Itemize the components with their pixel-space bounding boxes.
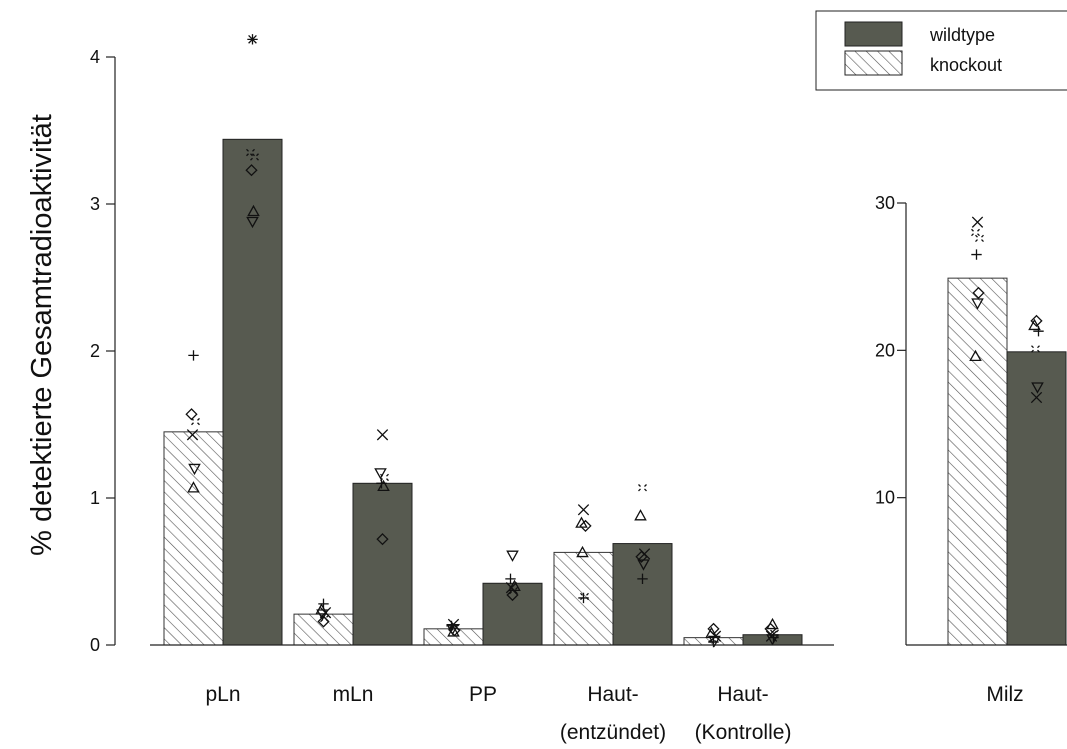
point-triangle-up <box>247 204 260 217</box>
point-triangle-down <box>506 550 519 562</box>
point-triangle-up <box>447 625 460 637</box>
point-square-cross <box>320 614 329 623</box>
point-plus <box>1033 325 1044 337</box>
y-tick-label-right: 10 <box>875 488 895 508</box>
y-tick-label: 1 <box>90 488 100 508</box>
point-star <box>247 34 258 45</box>
category-label: (entzündet) <box>560 721 666 744</box>
legend: wildtype knockout <box>815 10 1067 91</box>
point-triangle-down <box>708 635 721 648</box>
point-x <box>186 429 199 441</box>
point-square-cross <box>580 592 589 601</box>
legend-label-wildtype: wildtype <box>929 25 995 45</box>
bar-knockout <box>163 431 224 646</box>
point-triangle-down <box>637 559 650 571</box>
bar-wildtype <box>222 138 283 646</box>
y-tick-label: 0 <box>90 635 100 655</box>
y-tick-label: 2 <box>90 341 100 361</box>
point-plus <box>971 249 982 260</box>
bar-wildtype <box>612 543 673 646</box>
point-diamond <box>972 286 985 299</box>
point-triangle-up <box>576 545 589 558</box>
point-square-cross <box>1031 345 1040 353</box>
point-x <box>505 582 518 594</box>
category-label: Haut- <box>717 683 768 706</box>
point-triangle-up <box>705 626 718 639</box>
point-square-cross <box>191 417 200 426</box>
bar-wildtype <box>1006 351 1067 646</box>
labels-layer: pLn mLn PP Haut- (entzündet) Haut- (Kontrolle)… <box>26 114 1024 744</box>
point-triangle-down <box>316 609 329 621</box>
category-label: pLn <box>205 683 240 706</box>
y-tick-label: 4 <box>90 47 100 67</box>
point-plus <box>188 350 199 361</box>
category-label: (Kontrolle) <box>695 721 792 744</box>
point-triangle-up <box>187 481 200 493</box>
point-triangle-down <box>188 463 201 476</box>
category-label: Milz <box>986 683 1023 706</box>
point-square-cross <box>975 234 984 243</box>
bar-knockout <box>947 277 1008 646</box>
point-diamond <box>1030 314 1043 327</box>
point-triangle-down <box>766 634 779 646</box>
legend-swatch-knockout <box>844 50 903 76</box>
point-diamond <box>245 164 258 177</box>
bars-layer <box>163 138 1067 646</box>
bar-wildtype <box>482 582 543 646</box>
y-axis-title: % detektierte Gesamtradioaktivität <box>26 114 58 556</box>
point-plus <box>578 592 589 604</box>
category-label: Haut- <box>587 683 638 706</box>
point-square-cross <box>509 586 518 595</box>
point-triangle-up <box>315 603 328 615</box>
point-diamond <box>376 533 389 546</box>
axes-layer: 0 1 2 3 4 10 20 30 <box>90 47 1067 655</box>
point-diamond <box>579 519 592 533</box>
point-plus <box>768 632 779 643</box>
point-square-cross <box>638 484 647 492</box>
bar-wildtype <box>352 482 413 646</box>
point-plus <box>637 573 648 585</box>
point-x <box>1030 391 1043 404</box>
point-triangle-up <box>766 617 779 630</box>
point-x <box>577 504 590 516</box>
point-square-cross <box>770 629 779 637</box>
points-layer <box>185 34 1044 648</box>
legend-swatch-wildtype <box>844 21 903 47</box>
point-triangle-up <box>969 349 982 362</box>
category-label: PP <box>469 683 497 706</box>
point-x <box>376 429 389 441</box>
point-x <box>971 216 984 228</box>
point-triangle-up <box>1028 318 1041 331</box>
point-square-cross <box>250 153 259 161</box>
point-square-cross <box>971 228 980 237</box>
category-label: mLn <box>333 683 374 706</box>
point-diamond <box>506 588 519 602</box>
y-tick-label-right: 20 <box>875 340 895 360</box>
point-triangle-down <box>1031 382 1044 394</box>
point-triangle-up <box>634 509 647 521</box>
y-tick-label-right: 30 <box>875 193 895 213</box>
y-tick-label: 3 <box>90 194 100 214</box>
point-square-cross <box>246 148 255 157</box>
point-plus <box>505 573 516 585</box>
point-triangle-down <box>971 298 984 310</box>
point-diamond <box>185 408 198 421</box>
point-triangle-up <box>377 479 390 492</box>
point-triangle-down <box>374 468 387 480</box>
point-triangle-up <box>575 516 588 528</box>
point-diamond <box>764 622 777 635</box>
legend-label-knockout: knockout <box>930 55 1002 75</box>
point-triangle-down <box>246 216 259 229</box>
point-square-cross <box>380 473 389 482</box>
point-diamond <box>635 550 648 563</box>
point-diamond <box>317 615 330 628</box>
